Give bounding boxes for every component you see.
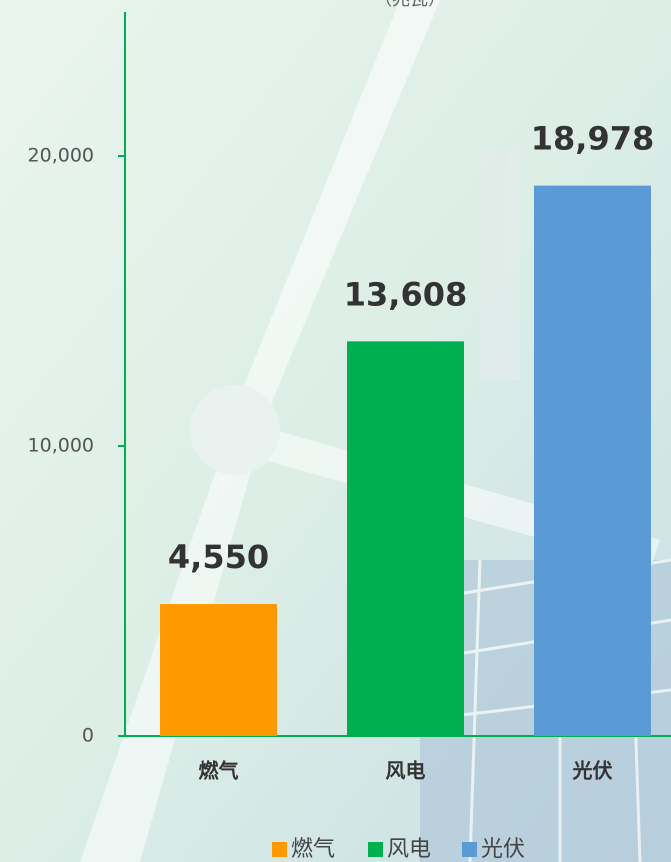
bar bbox=[534, 185, 651, 736]
value-label: 4,550 bbox=[168, 538, 269, 576]
value-label: 18,978 bbox=[531, 120, 654, 158]
y-tick-label: 10,000 bbox=[28, 435, 94, 457]
legend-label: 风电 bbox=[387, 837, 431, 862]
legend-swatch bbox=[368, 842, 383, 857]
legend-swatch bbox=[462, 842, 477, 857]
legend-label: 光伏 bbox=[481, 837, 525, 862]
legend-label: 燃气 bbox=[291, 837, 335, 862]
y-axis-unit: （兆瓦） bbox=[374, 0, 446, 10]
y-tick-label: 0 bbox=[82, 725, 94, 747]
y-tick-label: 20,000 bbox=[28, 145, 94, 167]
x-tick-label: 燃气 bbox=[199, 759, 239, 783]
x-tick-label: 风电 bbox=[386, 759, 426, 783]
value-label: 13,608 bbox=[344, 275, 467, 313]
x-tick-label: 光伏 bbox=[572, 759, 613, 783]
bar bbox=[347, 341, 464, 736]
legend-swatch bbox=[272, 842, 287, 857]
bar bbox=[160, 604, 277, 736]
